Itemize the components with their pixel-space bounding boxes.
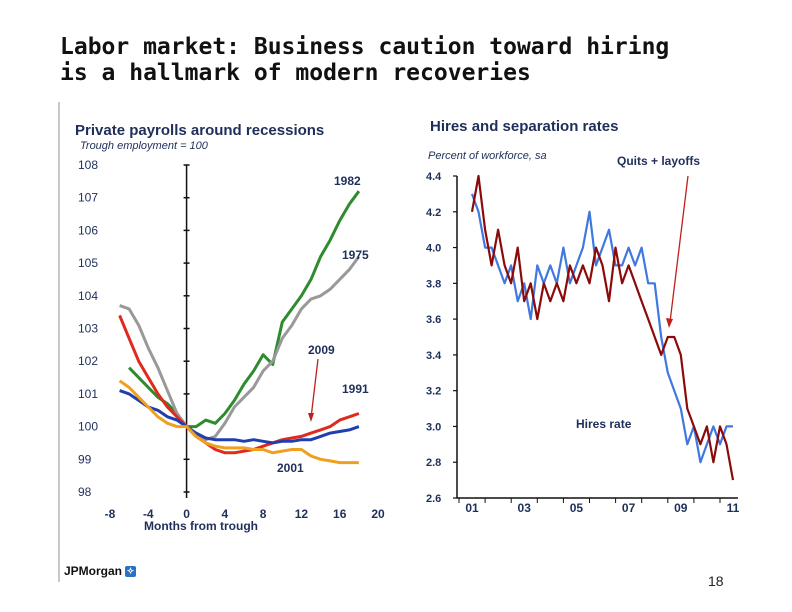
x-tick-label: 4 bbox=[222, 507, 229, 521]
x-tick-label: 01 bbox=[465, 501, 479, 515]
x-tick-label: 12 bbox=[295, 507, 309, 521]
chart-subtitle: Trough employment = 100 bbox=[80, 140, 209, 152]
y-tick-label: 4.2 bbox=[426, 207, 441, 219]
chart-subtitle: Percent of workforce, sa bbox=[428, 150, 547, 162]
series-line-1982 bbox=[128, 190, 361, 429]
y-tick-label: 103 bbox=[78, 322, 98, 336]
series-line-hires-rate bbox=[470, 193, 733, 464]
x-tick-label: 16 bbox=[333, 507, 347, 521]
y-tick-label: 99 bbox=[78, 452, 92, 466]
y-tick-label: 3.0 bbox=[426, 421, 441, 433]
x-tick-label: 05 bbox=[570, 501, 584, 515]
x-tick-label: 09 bbox=[674, 501, 688, 515]
y-tick-label: 3.6 bbox=[426, 314, 441, 326]
x-tick-label: 03 bbox=[518, 501, 532, 515]
y-tick-label: 4.4 bbox=[426, 171, 442, 183]
x-tick-label: 07 bbox=[622, 501, 636, 515]
series-line-2009 bbox=[118, 314, 360, 455]
y-tick-label: 3.4 bbox=[426, 350, 442, 362]
y-tick-label: 107 bbox=[78, 191, 98, 205]
x-tick-label: -4 bbox=[143, 507, 154, 521]
y-tick-label: 2.6 bbox=[426, 493, 441, 505]
jpmorgan-logo: JPMorgan ✧ bbox=[64, 564, 137, 578]
y-tick-label: 3.8 bbox=[426, 278, 441, 290]
series-label: 1982 bbox=[334, 174, 361, 188]
x-tick-label: 11 bbox=[727, 501, 740, 515]
y-tick-label: 98 bbox=[78, 485, 92, 499]
series-label: 1991 bbox=[342, 382, 369, 396]
x-tick-label: 20 bbox=[371, 507, 385, 521]
y-tick-label: 4.0 bbox=[426, 243, 441, 255]
annotation-label: Hires rate bbox=[576, 417, 632, 431]
y-tick-label: 3.2 bbox=[426, 386, 441, 398]
annotation-arrow bbox=[310, 358, 319, 419]
page-number: 18 bbox=[708, 573, 724, 589]
y-tick-label: 106 bbox=[78, 223, 98, 237]
y-tick-label: 101 bbox=[78, 387, 98, 401]
slide-title-line-1: Labor market: Business caution toward hi… bbox=[60, 34, 670, 60]
x-tick-label: 8 bbox=[260, 507, 267, 521]
annotation-arrow bbox=[669, 175, 689, 323]
series-line-quits-layoffs bbox=[470, 174, 735, 481]
slide-title: Labor market: Business caution toward hi… bbox=[60, 34, 760, 86]
y-tick-label: 105 bbox=[78, 256, 98, 270]
side-rule bbox=[58, 102, 60, 582]
chart-title: Private payrolls around recessions bbox=[75, 122, 324, 139]
series-label: 1975 bbox=[342, 248, 369, 262]
logo-mark-icon: ✧ bbox=[125, 565, 137, 577]
y-tick-label: 104 bbox=[78, 289, 98, 303]
y-tick-label: 100 bbox=[78, 420, 98, 434]
y-tick-label: 108 bbox=[78, 158, 98, 172]
arrow-head-icon bbox=[308, 413, 314, 422]
logo-text: JPMorgan bbox=[64, 564, 123, 578]
x-tick-label: 0 bbox=[183, 507, 190, 521]
x-axis-label: Months from trough bbox=[144, 519, 258, 533]
chart-title: Hires and separation rates bbox=[430, 118, 618, 135]
x-tick-label: -8 bbox=[105, 507, 116, 521]
annotation-label: Quits + layoffs bbox=[617, 154, 700, 168]
arrow-head-icon bbox=[666, 318, 673, 328]
y-tick-label: 2.8 bbox=[426, 457, 441, 469]
series-line-2001 bbox=[118, 379, 359, 465]
slide-title-line-2: is a hallmark of modern recoveries bbox=[60, 60, 531, 86]
series-line-1991 bbox=[119, 389, 360, 445]
series-label: 2009 bbox=[308, 343, 335, 357]
series-label: 2001 bbox=[277, 461, 304, 475]
series-line-1975 bbox=[119, 255, 361, 442]
y-tick-label: 102 bbox=[78, 354, 98, 368]
